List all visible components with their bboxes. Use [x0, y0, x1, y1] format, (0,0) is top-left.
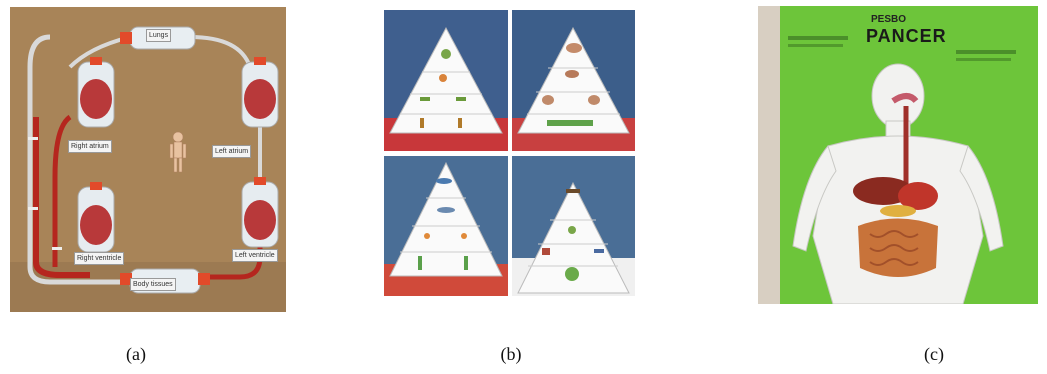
- caption-b: (b): [500, 344, 522, 364]
- digestive-poster-drawing: [758, 6, 1038, 304]
- poster-brand: PESBO: [871, 14, 907, 25]
- circulation-model-photo: Lungs Right atrium Left atrium Right ven…: [10, 7, 286, 312]
- label-left-ventricle: Left ventricle: [232, 249, 278, 262]
- food-pyramids-photo: [382, 8, 637, 298]
- label-right-atrium: Right atrium: [68, 140, 112, 153]
- label-lungs: Lungs: [146, 29, 172, 42]
- caption-c: (c): [924, 344, 944, 364]
- label-right-ventricle: Right ventricle: [74, 252, 125, 265]
- label-left-atrium: Left atrium: [212, 145, 252, 158]
- digestive-poster-photo: PESBO PANCER: [758, 6, 1038, 304]
- caption-a: (a): [126, 344, 146, 364]
- label-body-tissues: Body tissues: [130, 278, 176, 291]
- circulation-model-drawing: [10, 7, 286, 312]
- food-pyramids-drawing: [384, 10, 635, 296]
- poster-title: PANCER: [866, 26, 947, 46]
